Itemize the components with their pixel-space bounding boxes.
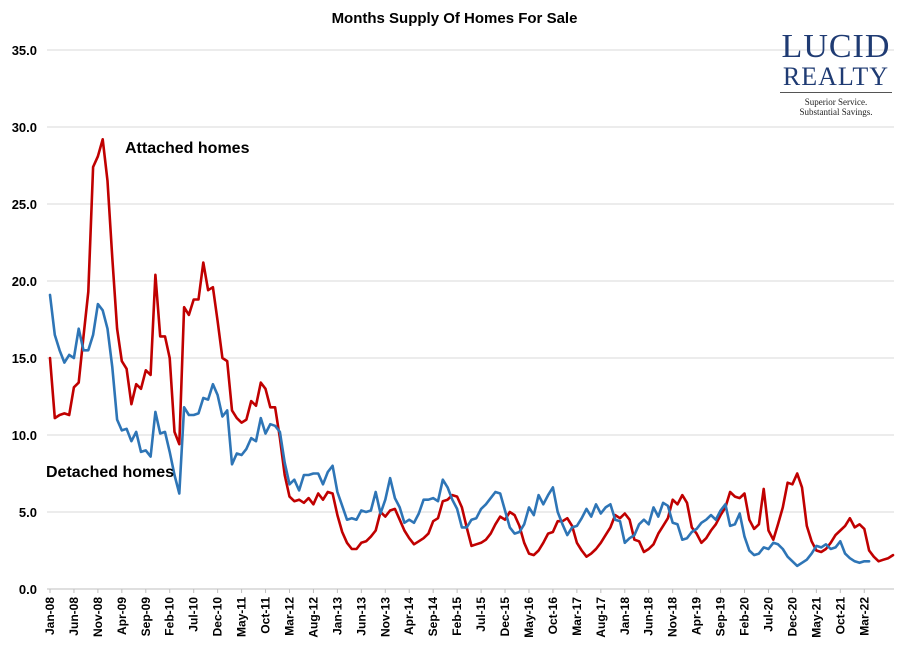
x-tick-label: Apr-19 — [690, 597, 704, 635]
x-tick-label: Dec-10 — [211, 597, 225, 637]
x-tick-label: Jan-13 — [330, 597, 344, 635]
x-tick-label: Apr-14 — [402, 597, 416, 635]
detached-homes-label: Detached homes — [46, 464, 175, 481]
y-tick-label: 0.0 — [19, 582, 37, 597]
y-tick-label: 35.0 — [12, 43, 37, 58]
x-tick-label: Dec-20 — [785, 597, 799, 637]
x-tick-label: Jan-08 — [43, 597, 57, 635]
x-tick-label: Aug-12 — [306, 597, 320, 638]
x-tick-label: Aug-17 — [594, 597, 608, 638]
y-tick-label: 15.0 — [12, 351, 37, 366]
logo-line2: REALTY — [782, 62, 890, 91]
x-tick-label: Feb-20 — [738, 597, 752, 636]
detached-homes-line — [48, 293, 871, 568]
x-tick-label: Sep-19 — [714, 597, 728, 637]
y-tick-label: 25.0 — [12, 197, 37, 212]
logo-tagline-2: Substantial Savings. — [799, 107, 873, 117]
y-tick-label: 10.0 — [12, 428, 37, 443]
x-tick-label: May-16 — [522, 597, 536, 638]
x-tick-label: Mar-22 — [857, 597, 871, 636]
y-tick-label: 30.0 — [12, 120, 37, 135]
x-tick-label: Nov-18 — [666, 597, 680, 637]
x-tick-label: Jan-18 — [618, 597, 632, 635]
x-tick-label: Mar-17 — [570, 597, 584, 636]
x-tick-label: Mar-12 — [282, 597, 296, 636]
x-tick-label: Dec-15 — [498, 597, 512, 637]
y-tick-label: 5.0 — [19, 505, 37, 520]
x-tick-label: Oct-16 — [546, 597, 560, 635]
x-tick-label: Jul-15 — [474, 597, 488, 632]
x-tick-label: May-21 — [809, 597, 823, 638]
logo-tagline-1: Superior Service. — [804, 97, 868, 107]
y-tick-label: 20.0 — [12, 274, 37, 289]
x-tick-label: Oct-21 — [833, 597, 847, 635]
x-tick-label: Oct-11 — [259, 597, 273, 634]
attached-homes-line — [48, 138, 895, 563]
x-tick-label: Jul-20 — [761, 597, 775, 632]
chart-title: Months Supply Of Homes For Sale — [331, 10, 578, 27]
logo-divider — [780, 92, 892, 93]
x-tick-label: Sep-09 — [139, 597, 153, 637]
x-tick-label: Nov-08 — [91, 597, 105, 637]
logo-line1: LUCID — [781, 28, 891, 65]
x-tick-label: Sep-14 — [426, 597, 440, 637]
x-tick-label: Apr-09 — [115, 597, 129, 635]
x-tick-label: Jun-18 — [642, 597, 656, 636]
x-tick-label: May-11 — [235, 597, 249, 637]
x-tick-label: Feb-10 — [163, 597, 177, 636]
x-tick-label: Jul-10 — [187, 597, 201, 632]
lucid-realty-logo: LUCID REALTY Superior Service. Substanti… — [776, 30, 896, 117]
x-tick-label: Nov-13 — [378, 597, 392, 637]
attached-homes-label: Attached homes — [125, 140, 250, 157]
x-tick-label: Feb-15 — [450, 597, 464, 636]
x-tick-label: Jun-08 — [67, 597, 81, 636]
x-tick-label: Jun-13 — [354, 597, 368, 636]
